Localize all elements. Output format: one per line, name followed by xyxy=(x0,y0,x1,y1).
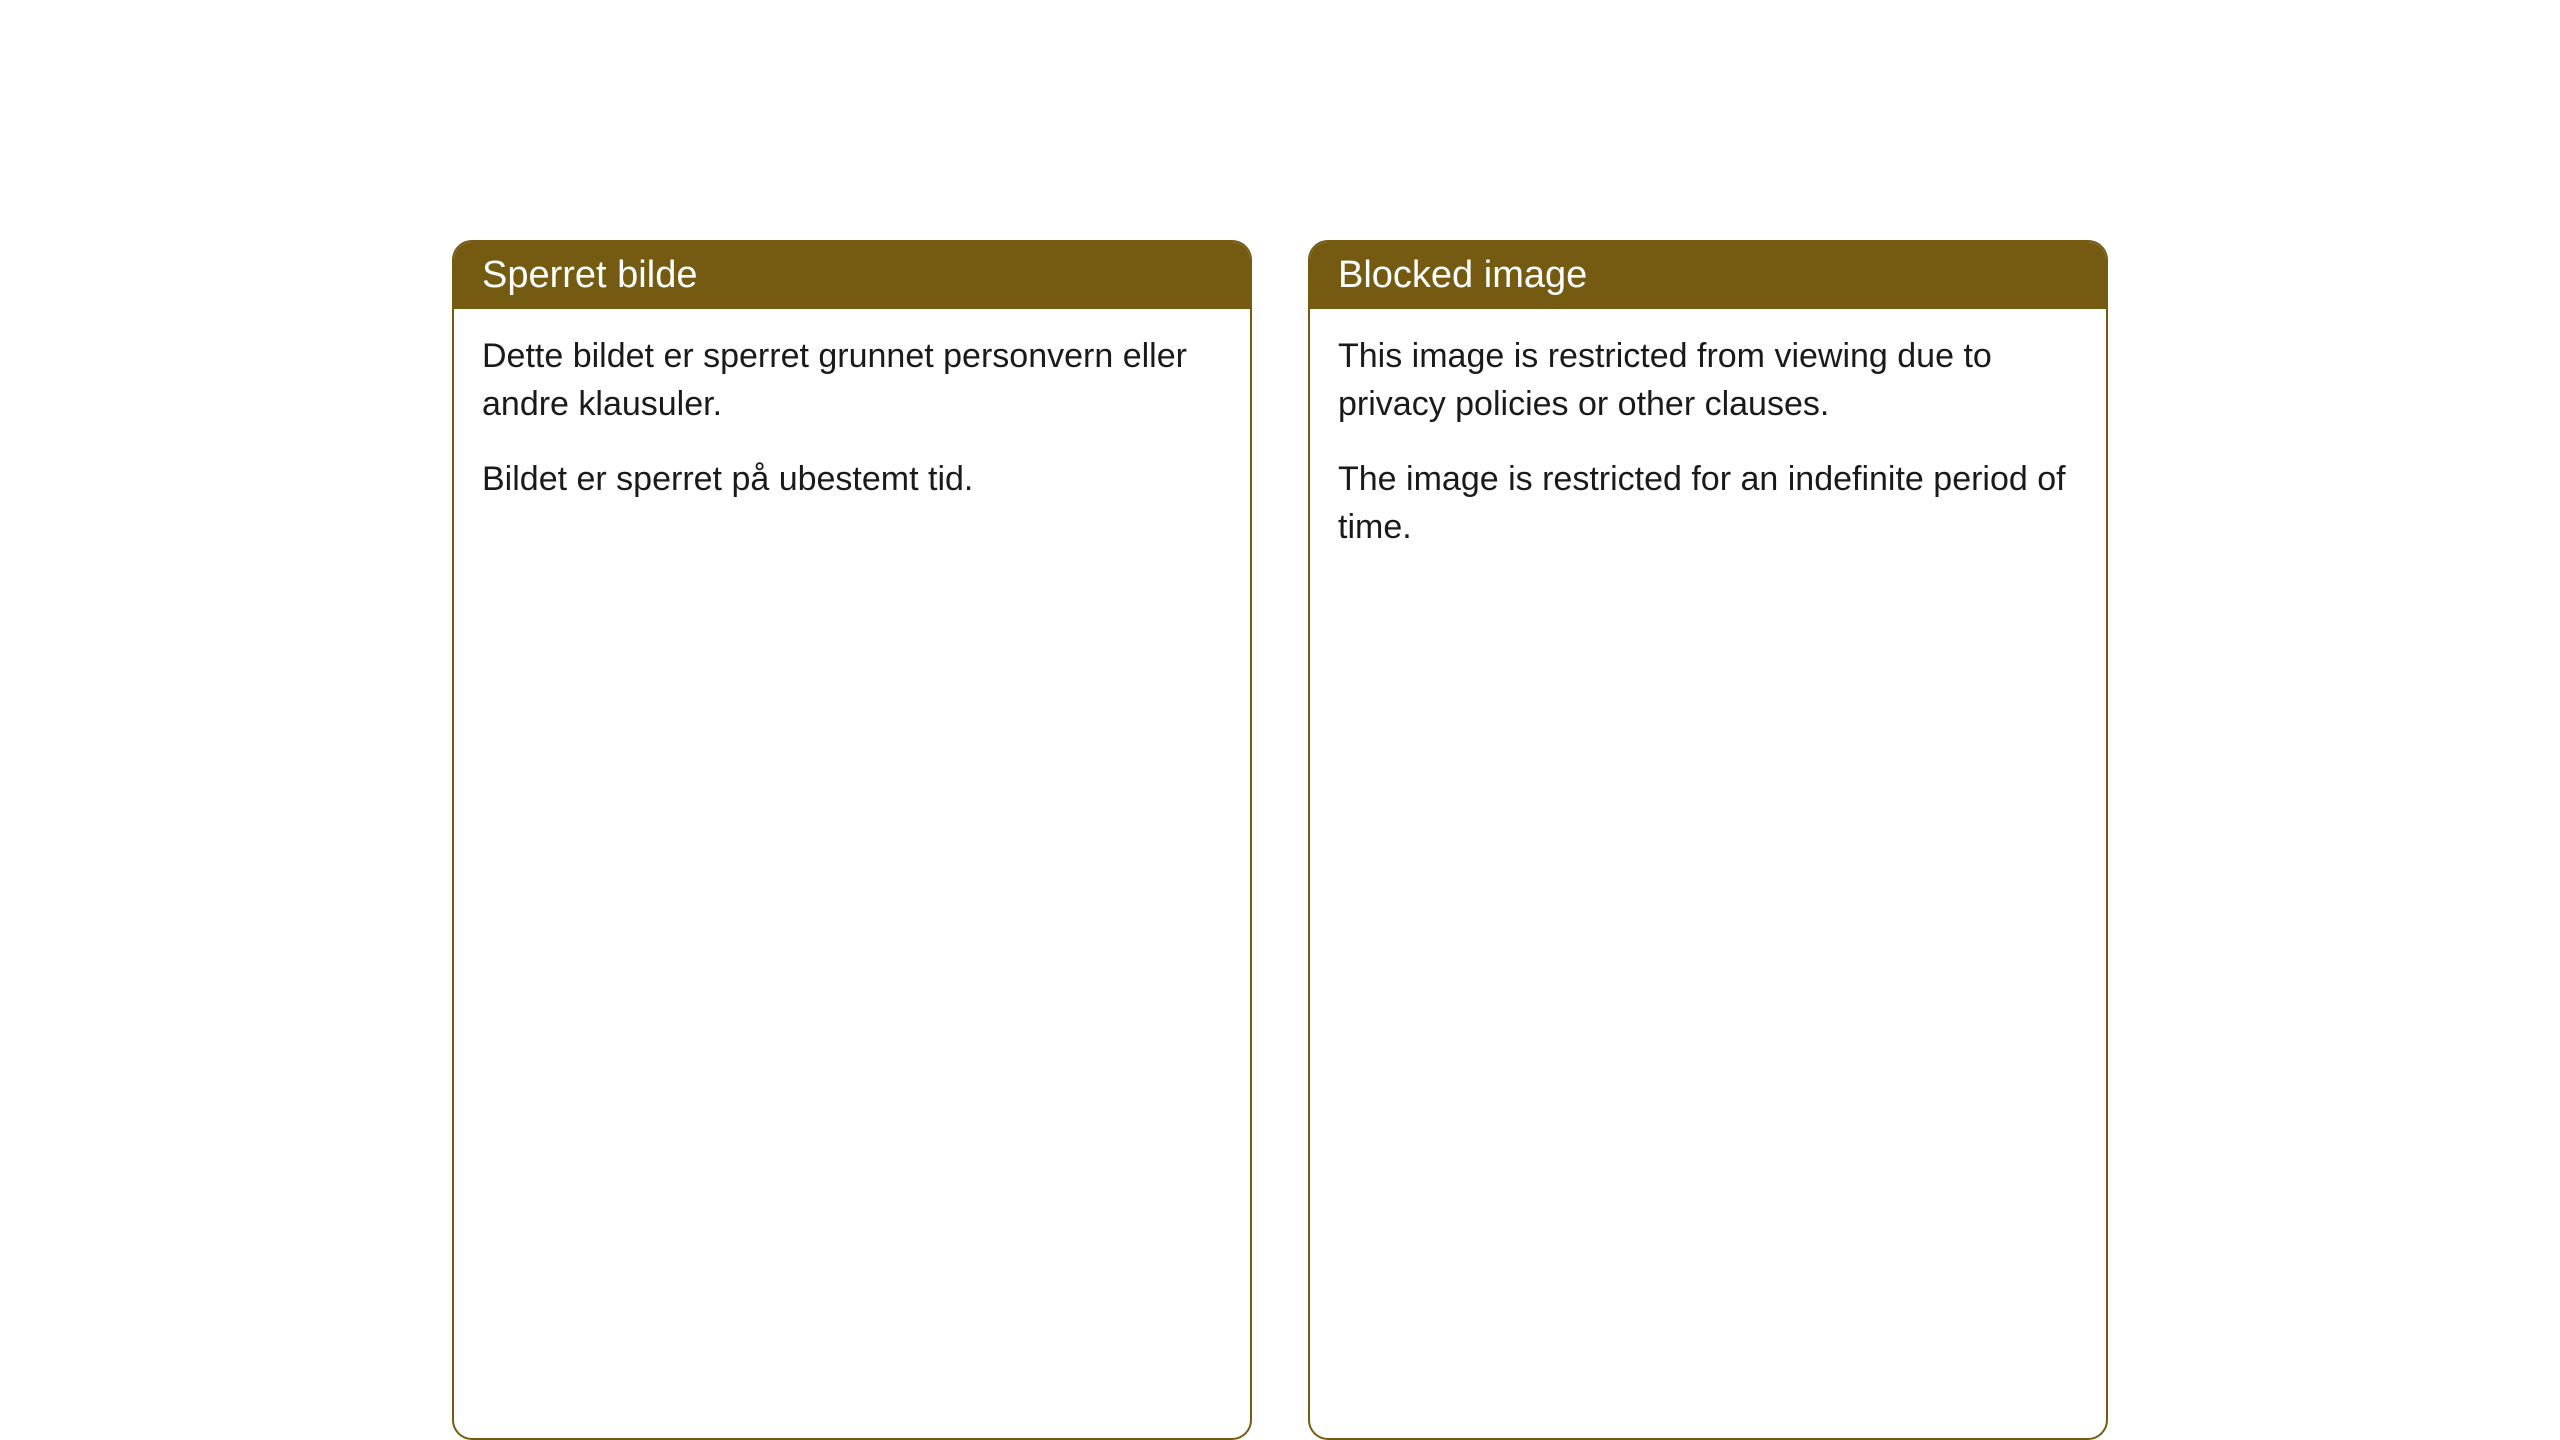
card-paragraph-english-2: The image is restricted for an indefinit… xyxy=(1338,456,2078,551)
card-paragraph-norwegian-1: Dette bildet er sperret grunnet personve… xyxy=(482,333,1222,428)
cards-container: Sperret bilde Dette bildet er sperret gr… xyxy=(452,240,2108,1440)
card-title-norwegian: Sperret bilde xyxy=(482,254,697,296)
card-header-norwegian: Sperret bilde xyxy=(454,242,1250,309)
blocked-image-card-norwegian: Sperret bilde Dette bildet er sperret gr… xyxy=(452,240,1252,1440)
card-title-english: Blocked image xyxy=(1338,254,1587,296)
card-paragraph-english-1: This image is restricted from viewing du… xyxy=(1338,333,2078,428)
card-body-norwegian: Dette bildet er sperret grunnet personve… xyxy=(454,309,1250,552)
card-paragraph-norwegian-2: Bildet er sperret på ubestemt tid. xyxy=(482,456,1222,504)
card-body-english: This image is restricted from viewing du… xyxy=(1310,309,2106,599)
blocked-image-card-english: Blocked image This image is restricted f… xyxy=(1308,240,2108,1440)
card-header-english: Blocked image xyxy=(1310,242,2106,309)
